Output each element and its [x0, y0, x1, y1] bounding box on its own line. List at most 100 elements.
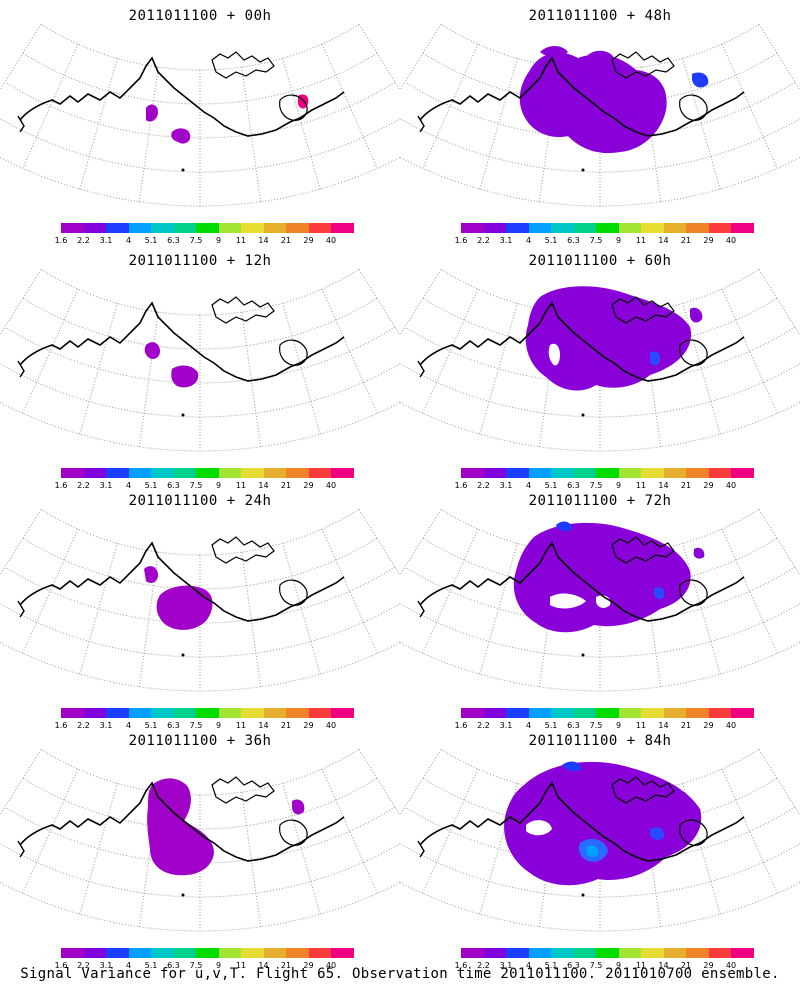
hawaii-island	[581, 413, 585, 417]
colorbar	[461, 223, 754, 233]
colorbar-cell	[173, 708, 196, 718]
graticule-latitude-3	[0, 843, 400, 898]
colorbar-label: 4	[525, 961, 532, 970]
colorbar-label: 6.3	[167, 961, 180, 970]
colorbar-label: 11	[635, 236, 647, 245]
colorbar-cell	[686, 708, 709, 718]
colorbar-labels: 1.6 2.2 3.1 4 5.1 6.3 7.5 9 11 14 21 29 40	[55, 961, 361, 971]
forecast-panel-12h: 2011011100 + 12h 1.6 2.2 3.1 4 5.1 6.3 7.5 9 11 1…	[0, 245, 400, 495]
arctic-islands	[211, 51, 275, 79]
colorbar-cell	[331, 708, 354, 718]
colorbar-labels: 1.6 2.2 3.1 4 5.1 6.3 7.5 9 11 14 21 29 40	[455, 721, 761, 731]
colorbar-cell	[506, 708, 529, 718]
colorbar-label: 29	[703, 236, 714, 245]
colorbar-cell	[618, 708, 641, 718]
graticule-latitude-3	[400, 603, 800, 658]
colorbar-cell	[83, 223, 106, 233]
colorbar-cell	[308, 948, 331, 958]
map-plot	[400, 748, 800, 932]
graticule-meridian	[79, 58, 118, 190]
colorbar-cell	[528, 468, 551, 478]
graticule-meridian	[79, 783, 118, 915]
graticule-latitude-4	[400, 881, 800, 932]
colorbar-cell	[596, 468, 619, 478]
hawaii-island	[581, 893, 585, 897]
graticule-latitude-2	[404, 326, 796, 384]
colorbar-label: 9	[615, 961, 622, 970]
colorbar-label: 7.5	[589, 481, 603, 490]
colorbar-cell	[618, 468, 641, 478]
arctic-islands	[611, 536, 675, 564]
colorbar-label: 6.3	[567, 236, 580, 245]
arctic-islands	[211, 296, 275, 324]
colorbar-label: 6.3	[167, 236, 180, 245]
colorbar-label: 3.1	[499, 961, 513, 970]
graticule-latitude-0	[440, 508, 760, 556]
map-plot	[0, 748, 400, 932]
variance-contour-0	[147, 778, 214, 876]
panel-title: 2011011100 + 12h	[128, 253, 272, 269]
colorbar-label: 40	[325, 961, 337, 970]
colorbar-cell	[573, 223, 596, 233]
colorbar-cell	[461, 223, 484, 233]
colorbar-label: 4	[125, 236, 132, 245]
graticule-latitude-0	[40, 268, 360, 316]
arctic-islands	[211, 776, 275, 804]
map-plot	[0, 23, 400, 207]
colorbar-cell	[308, 468, 331, 478]
colorbar-label: 11	[235, 721, 247, 730]
colorbar-cell	[83, 948, 106, 958]
colorbar-label: 5.1	[144, 236, 158, 245]
variance-contour-2	[650, 351, 661, 366]
colorbar-label: 3.1	[99, 961, 113, 970]
graticule-latitude-2	[4, 326, 396, 384]
siberia-coast	[417, 600, 425, 618]
colorbar-label: 3.1	[499, 236, 513, 245]
colorbar-cell	[61, 223, 84, 233]
map-plot	[400, 508, 800, 692]
colorbar-label: 4	[125, 481, 132, 490]
colorbar-label: 40	[725, 481, 737, 490]
colorbar-cell	[551, 708, 574, 718]
variance-contour-3	[692, 72, 709, 88]
panel-title: 2011011100 + 36h	[128, 733, 272, 749]
colorbar-label: 21	[280, 961, 292, 970]
graticule-latitude-4	[0, 156, 400, 207]
coastline	[19, 301, 345, 382]
colorbar-label: 21	[280, 236, 292, 245]
colorbar-cell	[173, 223, 196, 233]
colorbar-label: 4	[125, 961, 132, 970]
colorbar-label: 21	[280, 721, 292, 730]
variance-contour-5	[650, 827, 665, 840]
colorbar-labels: 1.6 2.2 3.1 4 5.1 6.3 7.5 9 11 14 21 29 40	[455, 481, 761, 491]
colorbar-label: 5.1	[544, 721, 558, 730]
colorbar-cell	[128, 708, 151, 718]
colorbar-label: 4	[525, 236, 532, 245]
colorbar-label: 2.2	[477, 236, 490, 245]
colorbar-label: 29	[303, 481, 314, 490]
graticule-meridian	[758, 749, 800, 817]
map-plot	[400, 23, 800, 207]
hudson-bay	[679, 339, 708, 366]
colorbar-cell	[551, 223, 574, 233]
variance-contour-1	[171, 128, 191, 144]
colorbar-cell	[128, 948, 151, 958]
graticule-latitude-4	[400, 641, 800, 692]
variance-contour-4	[654, 587, 665, 600]
graticule-meridian	[422, 43, 479, 169]
colorbar-cell	[308, 223, 331, 233]
colorbar-cell	[506, 223, 529, 233]
colorbar-cell	[596, 948, 619, 958]
graticule-meridian	[758, 509, 800, 577]
colorbar-label: 1.6	[54, 961, 68, 970]
graticule-latitude-2	[404, 566, 796, 624]
colorbar-cell	[106, 223, 129, 233]
colorbar-label: 11	[635, 481, 647, 490]
colorbar-cell	[196, 223, 219, 233]
graticule-meridian	[479, 303, 518, 435]
colorbar-label: 9	[215, 721, 222, 730]
colorbar-cell	[286, 948, 309, 958]
graticule-latitude-3	[0, 363, 400, 418]
colorbar-cell	[308, 708, 331, 718]
colorbar-label: 1.6	[54, 236, 68, 245]
